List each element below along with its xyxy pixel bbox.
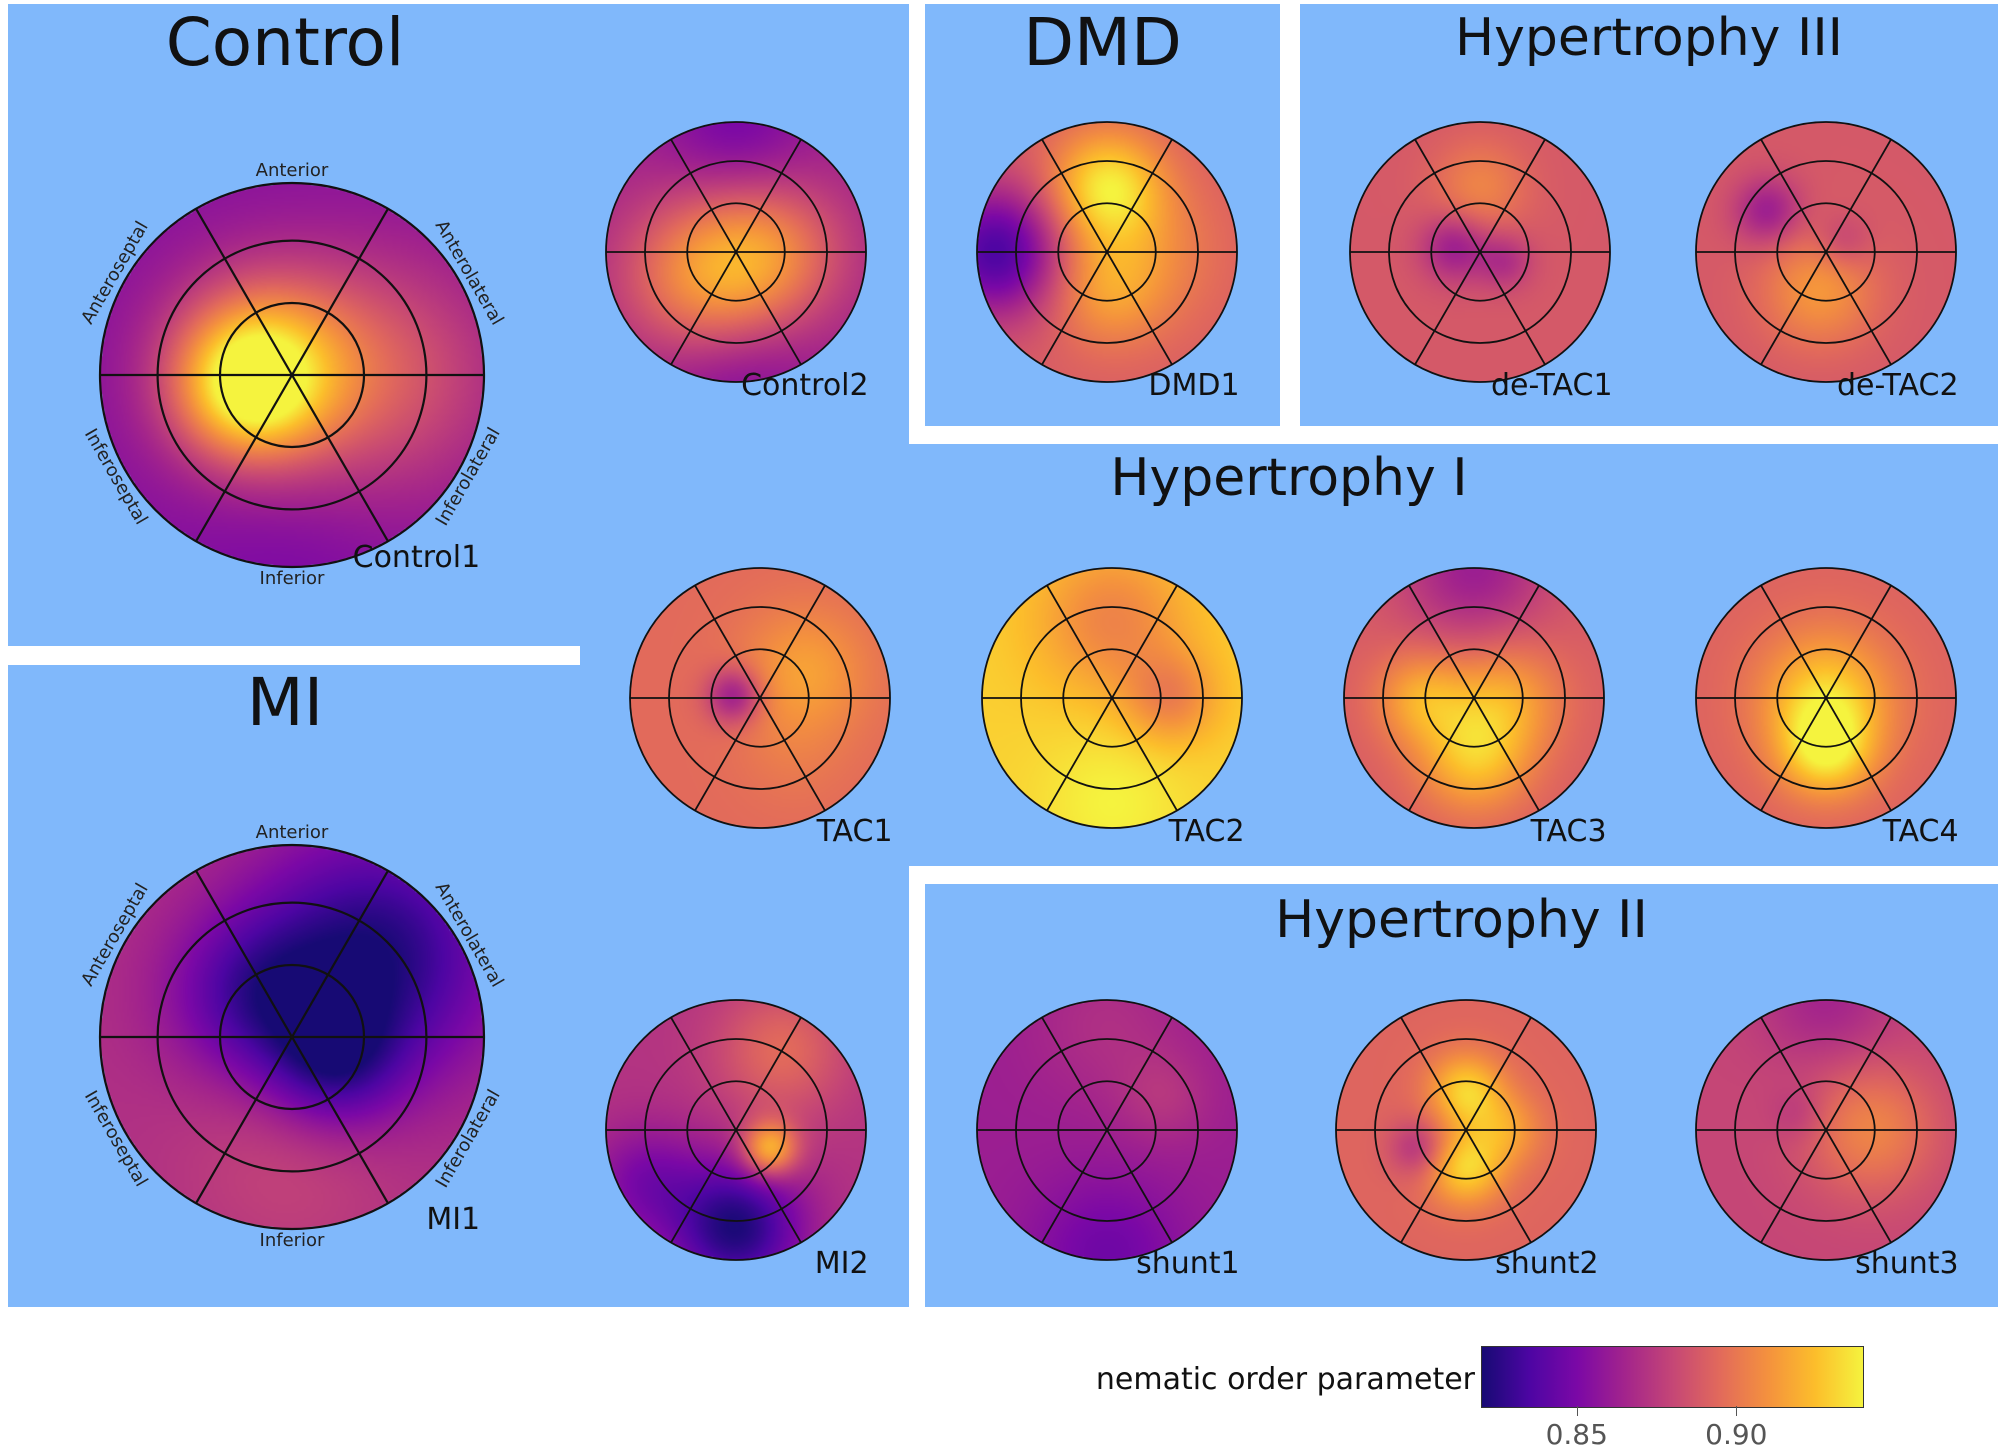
segment-grid-tac3 [1343, 567, 1605, 829]
direction-label-anterior: Anterior [256, 822, 329, 843]
direction-label-anterior: Anterior [256, 160, 329, 181]
spoke-120 [1041, 138, 1173, 366]
segment-grid-shunt3 [1695, 999, 1957, 1261]
bullseye-mi2: MI2 [605, 999, 869, 1281]
plot-label-control1: Control1 [353, 540, 481, 575]
bullseye-detac1: de-TAC1 [1349, 121, 1613, 403]
spoke-120 [1760, 584, 1892, 812]
spoke-120 [1408, 584, 1540, 812]
bullseye-tac2: TAC2 [981, 567, 1245, 849]
bullseye-tac1: TAC1 [629, 567, 893, 849]
title-hypertrophy-i: Hypertrophy I [1110, 448, 1468, 508]
spoke-120 [1400, 1016, 1532, 1244]
colorbar-tick-090 [1736, 1406, 1738, 1416]
colorbar-tick-label-085: 0.85 [1545, 1418, 1608, 1451]
spoke-120 [1041, 1016, 1173, 1244]
plot-label-shunt1: shunt1 [1136, 1246, 1240, 1281]
plot-label-tac1: TAC1 [816, 814, 893, 849]
segment-grid-control1 [98, 181, 486, 569]
spoke-120 [670, 138, 802, 366]
segment-grid-detac1 [1349, 121, 1611, 383]
plot-label-mi2: MI2 [815, 1246, 869, 1281]
colorbar-tick-085 [1576, 1406, 1578, 1416]
plot-label-mi1: MI1 [426, 1202, 480, 1237]
segment-grid-shunt1 [976, 999, 1238, 1261]
title-dmd: DMD [1023, 4, 1182, 81]
bullseye-shunt2: shunt2 [1335, 999, 1599, 1281]
segment-grid-tac1 [629, 567, 891, 829]
bullseye-tac4: TAC4 [1695, 567, 1959, 849]
segment-grid-control2 [605, 121, 867, 383]
plot-label-shunt2: shunt2 [1495, 1246, 1599, 1281]
bullseye-shunt1: shunt1 [976, 999, 1240, 1281]
title-control: Control [165, 4, 405, 81]
segment-grid-dmd1 [976, 121, 1238, 383]
spoke-120 [670, 1016, 802, 1244]
title-hypertrophy-iii: Hypertrophy III [1455, 8, 1843, 68]
title-hypertrophy-ii: Hypertrophy II [1275, 890, 1648, 950]
colorbar [1481, 1346, 1864, 1408]
spoke-120 [1760, 1016, 1892, 1244]
spoke-120 [1414, 138, 1546, 366]
direction-label-inferior: Inferior [260, 568, 326, 589]
bullseye-tac3: TAC3 [1343, 567, 1607, 849]
direction-label-inferior: Inferior [260, 1230, 326, 1251]
spoke-120 [195, 208, 389, 542]
bullseye-mi1: AnteriorAnterolateralInferolateralInferi… [77, 822, 507, 1251]
plot-label-tac3: TAC3 [1530, 814, 1607, 849]
title-mi: MI [246, 664, 324, 741]
spoke-120 [694, 584, 826, 812]
segment-grid-mi1 [98, 843, 486, 1231]
bullseye-control2: Control2 [605, 121, 869, 403]
plot-label-tac4: TAC4 [1882, 814, 1959, 849]
segment-grid-tac4 [1695, 567, 1957, 829]
bullseye-dmd1: DMD1 [976, 121, 1240, 403]
segment-grid-shunt2 [1335, 999, 1597, 1261]
segment-grid-tac2 [981, 567, 1243, 829]
spoke-120 [1046, 584, 1178, 812]
bullseye-control1: AnteriorAnterolateralInferolateralInferi… [77, 160, 507, 589]
segment-grid-detac2 [1695, 121, 1957, 383]
plot-label-control2: Control2 [741, 368, 869, 403]
plot-label-dmd1: DMD1 [1148, 368, 1239, 403]
spoke-120 [195, 870, 389, 1204]
colorbar-label: nematic order parameter [1095, 1362, 1475, 1397]
plot-label-detac1: de-TAC1 [1491, 368, 1613, 403]
colorbar-tick-label-090: 0.90 [1705, 1418, 1768, 1451]
bullseye-detac2: de-TAC2 [1695, 121, 1959, 403]
bullseye-shunt3: shunt3 [1695, 999, 1959, 1281]
plot-label-shunt3: shunt3 [1855, 1246, 1959, 1281]
plot-label-tac2: TAC2 [1168, 814, 1245, 849]
plot-label-detac2: de-TAC2 [1837, 368, 1959, 403]
segment-grid-mi2 [605, 999, 867, 1261]
spoke-120 [1760, 138, 1892, 366]
